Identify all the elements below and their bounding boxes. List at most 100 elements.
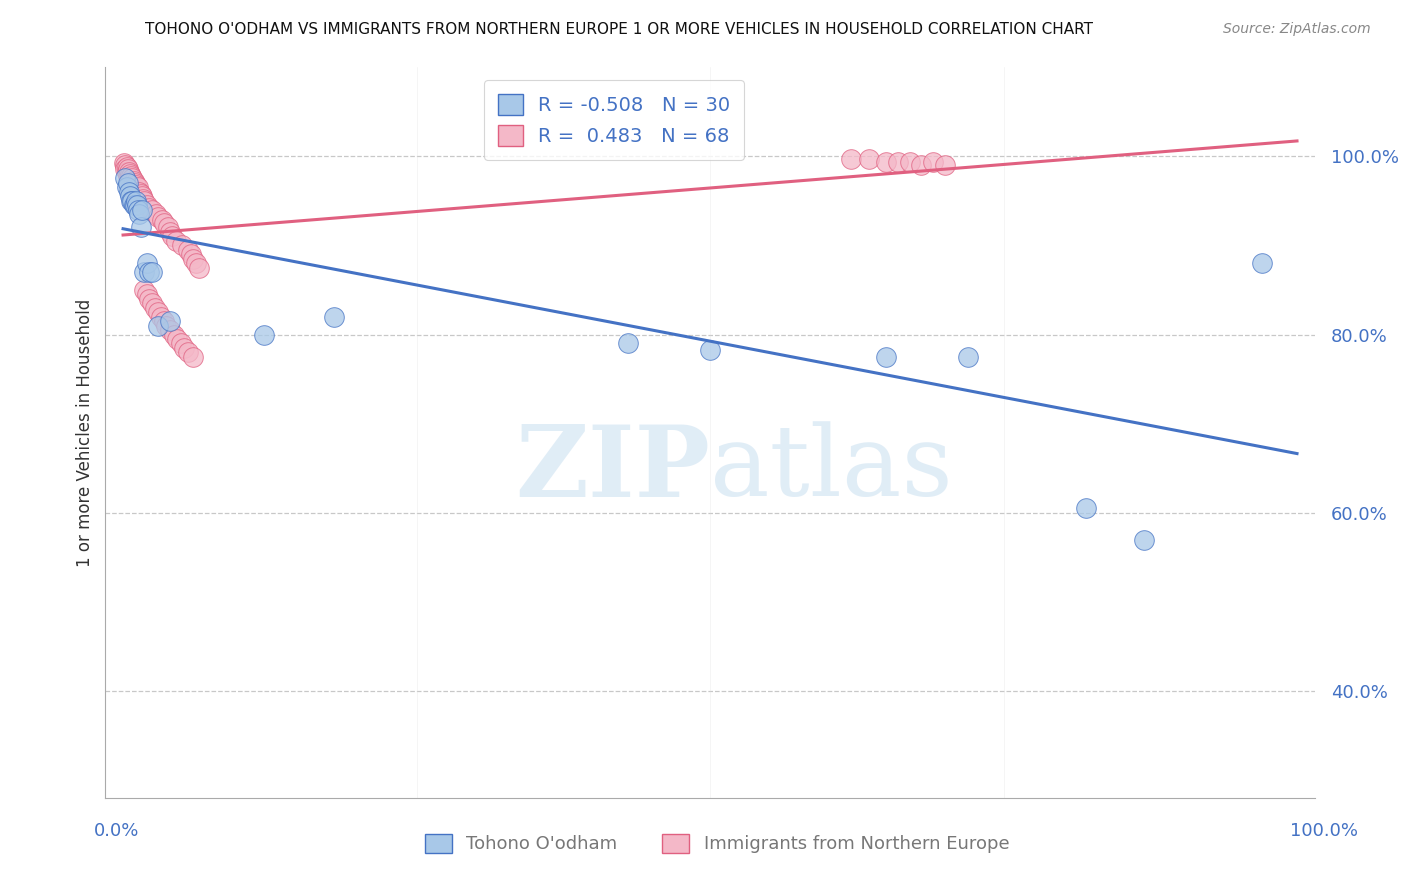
Point <box>127 180 149 194</box>
Point <box>128 185 150 199</box>
Point <box>121 171 143 186</box>
Point <box>138 265 160 279</box>
Point <box>115 160 138 174</box>
Point <box>132 192 155 206</box>
Point <box>122 174 145 188</box>
Point <box>159 323 181 337</box>
Point <box>149 310 172 324</box>
Point <box>121 178 143 193</box>
Point <box>159 225 181 239</box>
Point <box>141 296 163 310</box>
Point <box>138 292 160 306</box>
Point <box>1074 501 1097 516</box>
Point <box>170 238 193 252</box>
Point <box>115 165 138 179</box>
Point <box>117 162 139 177</box>
Point <box>114 162 136 177</box>
Y-axis label: 1 or more Vehicles in Household: 1 or more Vehicles in Household <box>76 299 94 566</box>
Point <box>875 155 897 169</box>
Point <box>134 283 156 297</box>
Point <box>155 318 177 333</box>
Point <box>127 198 149 212</box>
Point <box>118 165 141 179</box>
Point <box>165 234 187 248</box>
Text: atlas: atlas <box>710 421 953 517</box>
Point <box>323 310 346 324</box>
Point <box>131 189 153 203</box>
Point <box>129 186 152 201</box>
Point <box>122 198 145 212</box>
Text: TOHONO O'ODHAM VS IMMIGRANTS FROM NORTHERN EUROPE 1 OR MORE VEHICLES IN HOUSEHOL: TOHONO O'ODHAM VS IMMIGRANTS FROM NORTHE… <box>145 22 1092 37</box>
Point <box>118 185 141 199</box>
Point <box>124 198 146 212</box>
Point <box>180 247 202 261</box>
Point <box>162 327 184 342</box>
Text: 0.0%: 0.0% <box>94 822 139 840</box>
Point <box>112 156 135 170</box>
Point <box>124 183 146 197</box>
Point <box>1250 256 1272 270</box>
Point <box>184 256 207 270</box>
Text: Source: ZipAtlas.com: Source: ZipAtlas.com <box>1223 22 1371 37</box>
Point <box>922 155 945 169</box>
Point <box>127 202 149 217</box>
Text: 100.0%: 100.0% <box>1291 822 1358 840</box>
Point <box>124 176 146 190</box>
Point <box>141 265 163 279</box>
Point <box>253 327 276 342</box>
Point <box>166 332 188 346</box>
Point <box>120 167 142 181</box>
Point <box>134 265 156 279</box>
Point <box>134 194 156 208</box>
Point <box>153 314 176 328</box>
Point <box>117 176 139 190</box>
Point <box>122 180 145 194</box>
Point <box>183 350 205 364</box>
Point <box>617 336 640 351</box>
Point <box>120 169 142 183</box>
Point <box>127 185 149 199</box>
Point <box>120 176 142 190</box>
Point <box>176 243 198 257</box>
Point <box>153 216 176 230</box>
Point <box>173 341 195 355</box>
Point <box>120 189 142 203</box>
Point <box>135 287 157 301</box>
Point <box>858 152 880 166</box>
Point <box>135 256 157 270</box>
Point <box>138 201 160 215</box>
Point <box>120 194 142 208</box>
Point <box>150 213 173 227</box>
Point <box>129 220 152 235</box>
Point <box>176 345 198 359</box>
Point <box>898 155 921 169</box>
Point <box>169 336 191 351</box>
Point <box>699 343 721 357</box>
Point <box>115 180 138 194</box>
Legend: R = -0.508   N = 30, R =  0.483   N = 68: R = -0.508 N = 30, R = 0.483 N = 68 <box>484 80 744 160</box>
Point <box>1133 533 1156 547</box>
Point <box>934 158 956 172</box>
Point <box>131 202 153 217</box>
Point <box>120 174 142 188</box>
Point <box>118 171 141 186</box>
Point <box>188 260 211 275</box>
Point <box>148 318 170 333</box>
Point <box>135 198 157 212</box>
Point <box>887 155 910 169</box>
Point <box>117 169 139 183</box>
Point <box>148 210 170 224</box>
Point <box>156 220 179 235</box>
Text: ZIP: ZIP <box>515 421 710 517</box>
Point <box>162 229 184 244</box>
Point <box>839 152 862 166</box>
Point <box>957 350 980 364</box>
Point <box>143 301 166 315</box>
Point <box>910 158 932 172</box>
Point <box>141 202 163 217</box>
Legend: Tohono O'odham, Immigrants from Northern Europe: Tohono O'odham, Immigrants from Northern… <box>418 826 1017 861</box>
Point <box>145 207 167 221</box>
Point <box>125 194 148 208</box>
Point <box>121 194 143 208</box>
Point <box>128 207 150 221</box>
